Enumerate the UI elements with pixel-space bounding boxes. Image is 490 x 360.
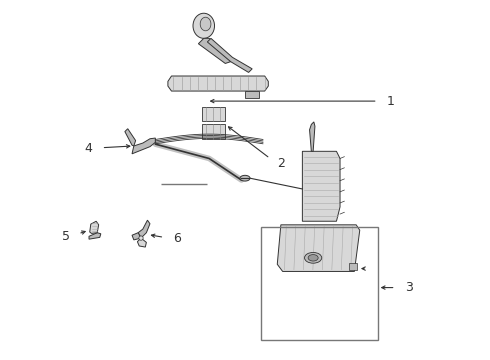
Text: 2: 2 — [277, 157, 285, 170]
Polygon shape — [89, 233, 101, 239]
Polygon shape — [125, 129, 136, 146]
Ellipse shape — [139, 236, 143, 240]
Ellipse shape — [308, 255, 318, 261]
Polygon shape — [310, 122, 315, 151]
FancyBboxPatch shape — [202, 125, 225, 139]
Ellipse shape — [193, 13, 215, 39]
Ellipse shape — [200, 17, 211, 31]
Polygon shape — [138, 220, 150, 238]
Polygon shape — [168, 76, 269, 91]
Polygon shape — [277, 225, 360, 271]
Text: 4: 4 — [85, 142, 93, 155]
Polygon shape — [198, 39, 231, 63]
FancyBboxPatch shape — [202, 107, 225, 121]
FancyBboxPatch shape — [245, 91, 259, 98]
Text: 1: 1 — [387, 95, 394, 108]
Polygon shape — [302, 151, 340, 221]
Text: 3: 3 — [405, 281, 413, 294]
Ellipse shape — [304, 252, 322, 263]
Polygon shape — [137, 238, 147, 247]
Polygon shape — [90, 221, 98, 233]
Polygon shape — [132, 233, 141, 240]
FancyBboxPatch shape — [349, 263, 357, 270]
Text: 6: 6 — [173, 233, 181, 246]
Text: 5: 5 — [62, 230, 70, 243]
Ellipse shape — [240, 175, 250, 181]
Polygon shape — [207, 39, 252, 72]
Polygon shape — [132, 138, 155, 154]
